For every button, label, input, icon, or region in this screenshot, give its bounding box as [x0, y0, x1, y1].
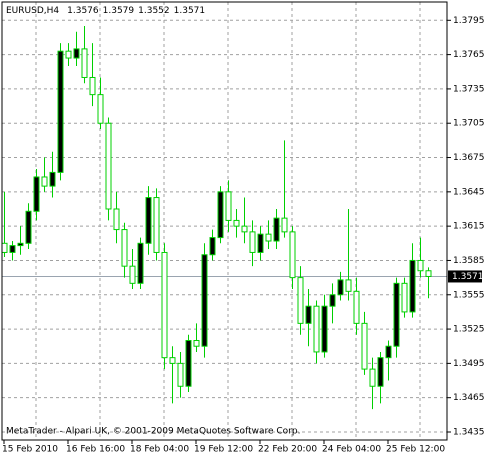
candle-body	[201, 254, 208, 347]
price-tag-label: 1.3571	[452, 272, 484, 282]
candle-body	[385, 345, 392, 359]
y-tick-label: 1.3795	[453, 16, 484, 26]
candle-body	[49, 171, 56, 187]
x-tick-label: 19 Feb 12:00	[194, 445, 253, 455]
x-tick-label: 18 Feb 04:00	[130, 445, 189, 455]
candle-body	[41, 176, 48, 187]
candle-body	[313, 305, 320, 353]
candle-body	[217, 191, 224, 239]
candle-body	[369, 368, 376, 387]
candle-body	[257, 233, 264, 253]
candles	[1, 26, 432, 410]
y-tick-label: 1.3435	[453, 427, 484, 437]
y-tick-label: 1.3585	[453, 256, 484, 266]
candle-body	[265, 233, 272, 242]
header: EURUSD,H4 1.3576 1.3579 1.3552 1.3571	[6, 6, 205, 16]
candle-body	[129, 265, 136, 284]
y-tick-label: 1.3675	[453, 153, 484, 163]
last-low: 1.3552	[138, 6, 170, 16]
candle-body	[297, 277, 304, 324]
candle-body	[289, 231, 296, 279]
candle-body	[225, 191, 232, 221]
candle-body	[185, 340, 192, 387]
last-close: 1.3571	[174, 6, 206, 16]
grid	[2, 2, 447, 440]
candle-body	[17, 242, 24, 247]
candle-body	[377, 357, 384, 387]
candle-body	[1, 242, 8, 253]
candle-body	[81, 48, 88, 78]
candle-body	[305, 305, 312, 324]
candle-body	[121, 229, 128, 267]
candle-body	[113, 208, 120, 231]
candle-body	[33, 176, 40, 212]
candle-body	[329, 294, 336, 307]
candle-body	[409, 259, 416, 313]
candle-body	[169, 357, 176, 364]
candle-body	[353, 290, 360, 324]
candle-body	[337, 279, 344, 296]
candle-body	[193, 340, 200, 347]
last-open: 1.3576	[67, 6, 99, 16]
plot-frame	[1, 1, 448, 441]
candle-body	[65, 50, 72, 59]
y-tick-label: 1.3615	[453, 222, 484, 232]
price-tag	[448, 270, 482, 283]
candle-body	[393, 282, 400, 347]
y-tick-label: 1.3765	[453, 50, 484, 60]
candle-body	[241, 225, 248, 233]
candle-body	[105, 122, 112, 210]
candle-body	[73, 48, 80, 59]
candle-body	[321, 305, 328, 353]
y-tick-label: 1.3645	[453, 187, 484, 197]
footer: MetaTrader - Alpari UK, © 2001-2009 Meta…	[6, 427, 300, 437]
candle-body	[345, 279, 352, 292]
x-tick-label: 22 Feb 20:00	[258, 445, 317, 455]
y-tick-label: 1.3735	[453, 84, 484, 94]
y-tick-label: 1.3555	[453, 290, 484, 300]
candle-body	[281, 217, 288, 233]
x-tick-label: 16 Feb 16:00	[66, 445, 125, 455]
y-tick-label: 1.3525	[453, 325, 484, 335]
candle-body	[361, 322, 368, 370]
candle-body	[233, 219, 240, 227]
candle-body	[89, 76, 96, 96]
y-tick-label: 1.3705	[453, 119, 484, 129]
y-tick-label: 1.3495	[453, 359, 484, 369]
candle-body	[153, 197, 160, 253]
symbol: EURUSD,H4	[6, 6, 59, 16]
last-high: 1.3579	[103, 6, 135, 16]
candle-body	[209, 237, 216, 256]
y-tick-label: 1.3465	[453, 393, 484, 403]
candle-body	[137, 242, 144, 284]
candle-body	[177, 362, 184, 387]
candle-body	[97, 94, 104, 124]
candle-body	[145, 197, 152, 244]
candle-body	[249, 231, 256, 253]
x-tick-label: 25 Feb 12:00	[386, 445, 445, 455]
x-tick-label: 15 Feb 2010	[2, 445, 58, 455]
candle-body	[9, 245, 16, 253]
candle-body	[425, 270, 432, 277]
candle-body	[273, 217, 280, 242]
candle-body	[401, 282, 408, 313]
candle-body	[417, 259, 424, 272]
candle-body	[161, 251, 168, 359]
x-tick-label: 24 Feb 04:00	[322, 445, 381, 455]
candle-body	[57, 50, 64, 173]
candle-body	[25, 210, 32, 244]
